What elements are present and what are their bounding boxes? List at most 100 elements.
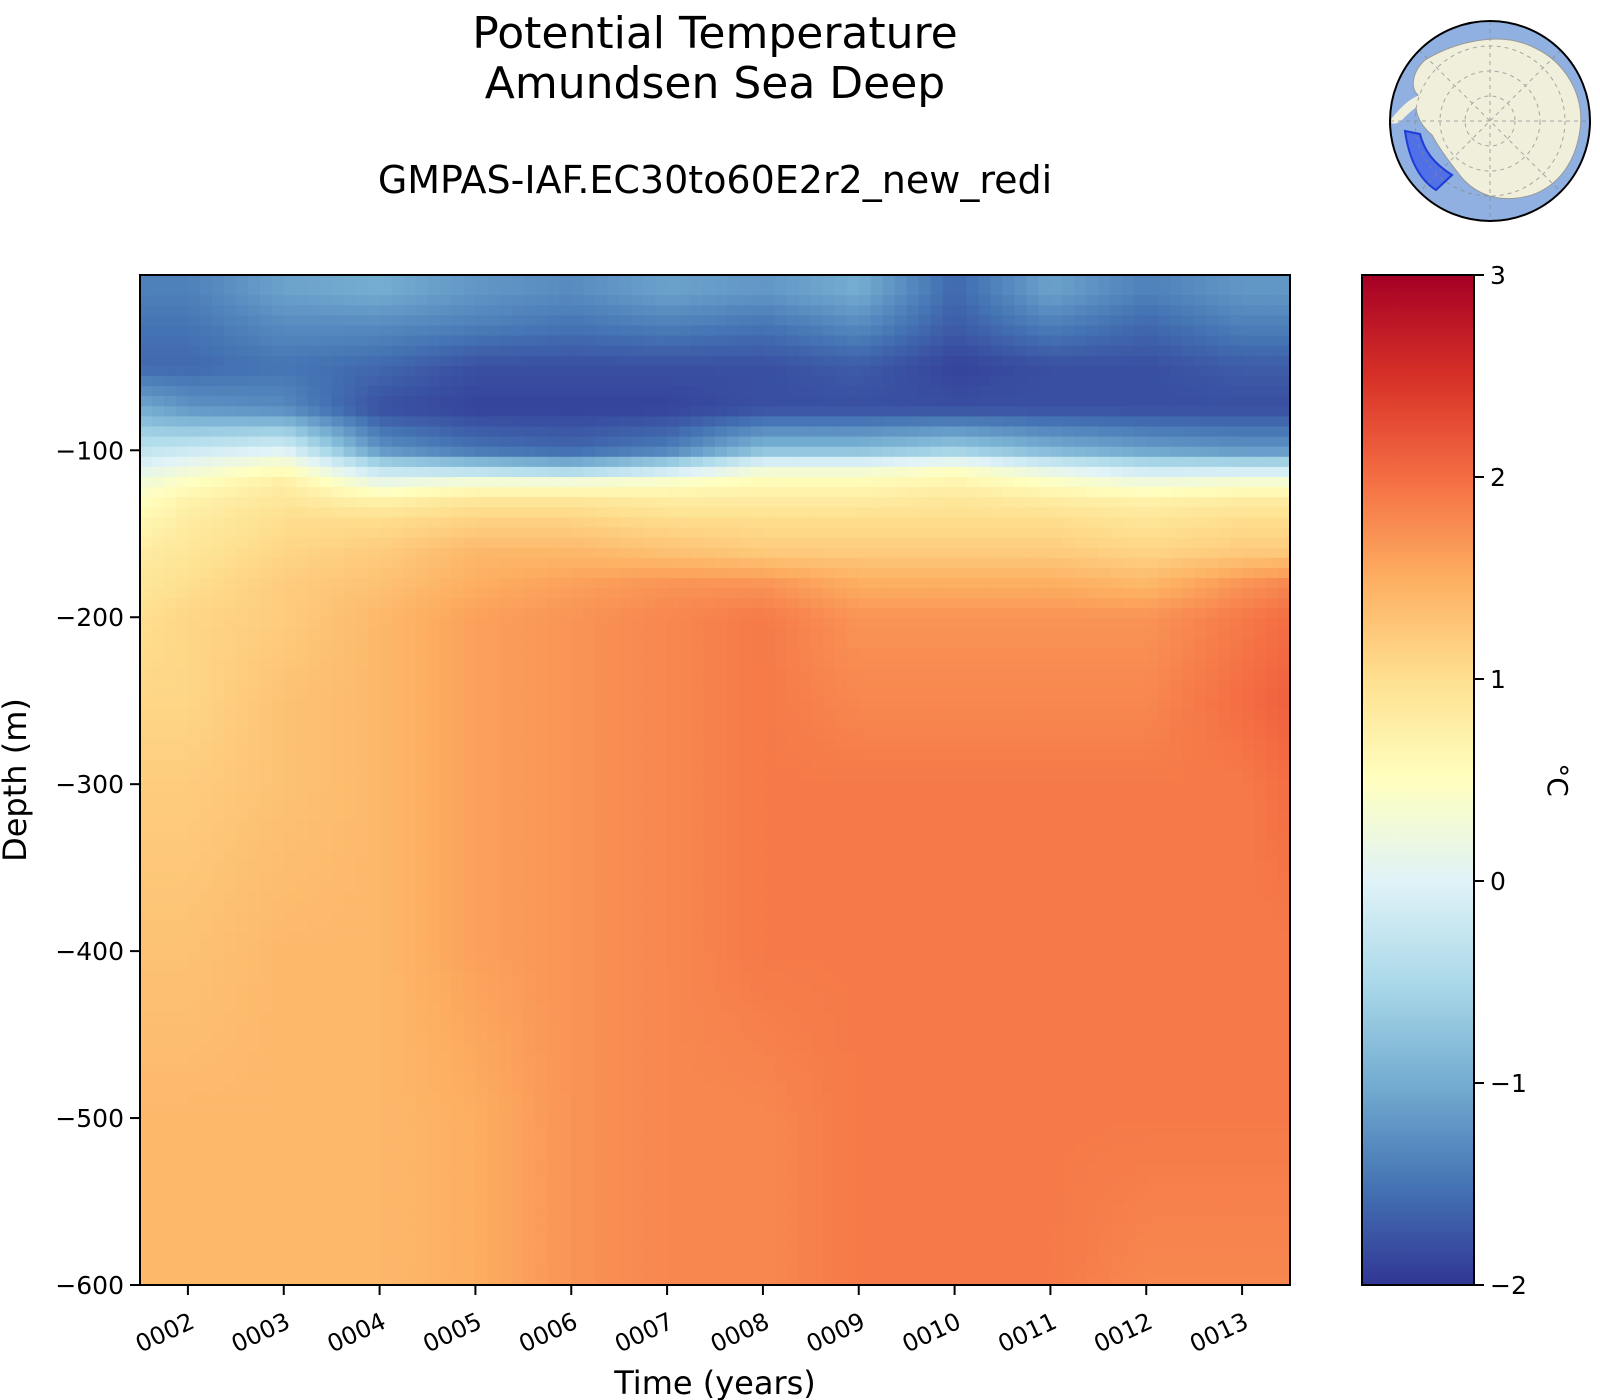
heatmap-cell: [1026, 335, 1040, 347]
heatmap-cell: [715, 578, 728, 589]
heatmap-cell: [1098, 648, 1111, 660]
heatmap-cell: [307, 689, 321, 700]
heatmap-cell: [499, 275, 512, 286]
heatmap-cell: [211, 598, 225, 609]
heatmap-cell: [1266, 295, 1279, 306]
heatmap-cell: [1122, 588, 1135, 599]
heatmap-cell: [870, 507, 884, 518]
heatmap-cell: [667, 497, 680, 508]
heatmap-cell: [894, 598, 908, 609]
heatmap-cell: [906, 446, 920, 458]
heatmap-cell: [882, 436, 896, 448]
heatmap-cell: [786, 668, 800, 680]
heatmap-cell: [463, 729, 477, 741]
heatmap-cell: [798, 709, 812, 720]
heatmap-cell: [151, 608, 165, 619]
heatmap-cell: [415, 759, 429, 771]
heatmap-cell: [511, 446, 524, 458]
heatmap-cell: [1194, 477, 1207, 488]
heatmap-cell: [247, 446, 261, 458]
heatmap-cell: [140, 790, 153, 801]
heatmap-cell: [475, 719, 488, 731]
heatmap-cell: [1026, 578, 1040, 589]
heatmap-cell: [1026, 396, 1040, 407]
heatmap-cell: [834, 537, 848, 549]
heatmap-cell: [643, 719, 656, 731]
heatmap-cell: [391, 578, 405, 589]
heatmap-cell: [187, 628, 201, 640]
heatmap-cell: [774, 679, 788, 690]
heatmap-cell: [463, 527, 477, 539]
heatmap-cell: [1158, 567, 1171, 579]
heatmap-cell: [1002, 588, 1016, 599]
heatmap-cell: [247, 608, 261, 619]
heatmap-cell: [1002, 315, 1016, 327]
heatmap-cell: [247, 547, 261, 559]
heatmap-cell: [1146, 658, 1159, 670]
heatmap-cell: [703, 527, 716, 539]
heatmap-cell: [834, 355, 848, 367]
heatmap-cell: [978, 295, 992, 306]
heatmap-cell: [750, 456, 764, 468]
heatmap-cell: [1206, 739, 1219, 751]
heatmap-cell: [187, 790, 201, 801]
heatmap-cell: [1002, 638, 1016, 650]
heatmap-cell: [1050, 790, 1063, 801]
heatmap-cell: [259, 557, 273, 569]
heatmap-cell: [726, 578, 740, 589]
heatmap-cell: [750, 709, 764, 720]
heatmap-cell: [1014, 416, 1028, 428]
heatmap-cell: [918, 315, 932, 327]
heatmap-cell: [571, 325, 584, 337]
heatmap-cell: [1134, 315, 1147, 327]
heatmap-cell: [283, 588, 297, 599]
heatmap-cell: [1050, 578, 1063, 589]
heatmap-cell: [1266, 739, 1279, 751]
heatmap-cell: [247, 618, 261, 630]
heatmap-cell: [547, 537, 560, 549]
heatmap-cell: [786, 285, 800, 296]
heatmap-cell: [703, 588, 716, 599]
heatmap-cell: [1218, 638, 1231, 650]
heatmap-cell: [1242, 416, 1255, 428]
heatmap-cell: [726, 315, 740, 327]
heatmap-cell: [1098, 719, 1111, 731]
heatmap-cell: [307, 769, 321, 781]
heatmap-cell: [571, 315, 584, 327]
heatmap-cell: [762, 315, 776, 327]
heatmap-cell: [439, 285, 453, 296]
heatmap-cell: [379, 335, 393, 347]
heatmap-cell: [1050, 658, 1063, 670]
heatmap-cell: [583, 487, 596, 498]
heatmap-cell: [978, 729, 992, 741]
heatmap-cell: [547, 477, 560, 488]
heatmap-cell: [1242, 739, 1255, 751]
heatmap-cell: [858, 658, 872, 670]
heatmap-cell: [151, 285, 165, 296]
heatmap-cell: [738, 376, 752, 387]
heatmap-cell: [870, 547, 884, 559]
heatmap-cell: [1122, 487, 1135, 498]
heatmap-cell: [1014, 365, 1028, 377]
heatmap-cell: [451, 477, 465, 488]
heatmap-cell: [499, 325, 512, 337]
heatmap-cell: [1194, 628, 1207, 640]
heatmap-cell: [906, 729, 920, 741]
heatmap-cell: [379, 769, 393, 781]
heatmap-cell: [918, 466, 932, 478]
heatmap-cell: [427, 739, 441, 751]
heatmap-cell: [295, 477, 309, 488]
heatmap-cell: [1206, 285, 1219, 296]
heatmap-cell: [750, 749, 764, 761]
heatmap-cell: [499, 507, 512, 518]
heatmap-cell: [822, 285, 836, 296]
heatmap-cell: [607, 628, 620, 640]
heatmap-cell: [750, 295, 764, 306]
heatmap-cell: [547, 315, 560, 327]
heatmap-cell: [786, 355, 800, 367]
heatmap-cell: [1254, 345, 1267, 357]
heatmap-cell: [1146, 487, 1159, 498]
heatmap-cell: [451, 608, 465, 619]
heatmap-cell: [1170, 315, 1183, 327]
heatmap-cell: [1074, 608, 1087, 619]
